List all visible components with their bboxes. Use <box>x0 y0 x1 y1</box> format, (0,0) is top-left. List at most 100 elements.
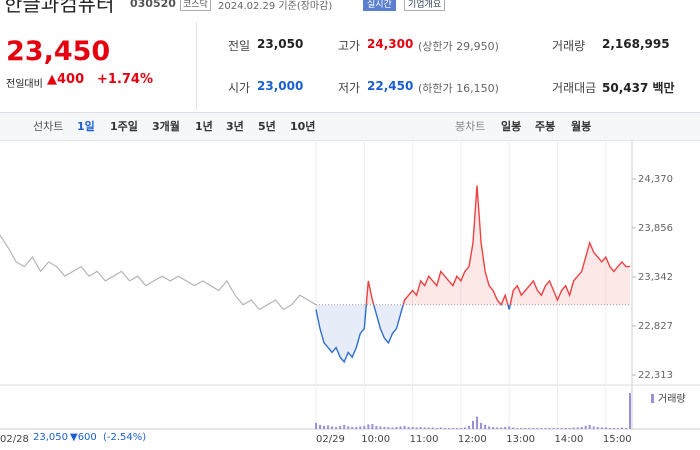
tab-group-label: 봉차트 <box>455 120 486 133</box>
volume-bar <box>552 427 555 429</box>
volume-bar <box>480 422 483 429</box>
volume-bar <box>439 427 442 429</box>
date-note: 2024.02.29 기준(장마감) <box>218 1 333 12</box>
volume-bar <box>359 426 362 429</box>
divider <box>196 22 197 110</box>
volume-bar <box>556 427 559 429</box>
volume-bar <box>315 422 317 429</box>
period-tab[interactable]: 3개월 <box>152 120 180 133</box>
volume-bar <box>612 427 615 429</box>
volume-bar <box>604 427 607 429</box>
candle-tab[interactable]: 일봉 <box>501 120 522 133</box>
volume-bar <box>520 427 523 429</box>
volume-bar <box>516 427 519 429</box>
stat-note: (하한가 16,150) <box>418 82 499 95</box>
volume-bar <box>576 427 579 429</box>
x-tick-label: 02/28 <box>0 434 29 445</box>
volume-bar <box>500 427 503 429</box>
price-change: ▲400 <box>47 72 85 87</box>
volume-bar <box>319 424 322 429</box>
volume-bar <box>443 427 446 429</box>
stat-value: 24,300 <box>367 37 414 51</box>
stat-label: 고가 <box>338 39 361 53</box>
volume-label: 거래량 <box>658 393 686 405</box>
volume-bar <box>323 425 326 429</box>
volume-bar <box>363 425 366 429</box>
stat-value: 23,050 <box>257 37 304 51</box>
volume-bar <box>508 426 511 429</box>
y-tick-label: 23,342 <box>638 272 673 283</box>
volume-bar <box>620 427 623 429</box>
stat-label: 거래량 <box>552 39 586 53</box>
period-tab[interactable]: 1년 <box>195 120 213 133</box>
tab-bar <box>0 112 700 141</box>
volume-bar <box>492 426 495 429</box>
footer-change: ▼600 <box>70 432 97 443</box>
volume-bar <box>347 426 350 429</box>
volume-bar <box>596 426 599 429</box>
footer-change-pct: (-2.54%) <box>103 432 147 443</box>
volume-bar <box>544 427 547 429</box>
volume-bar <box>423 427 426 429</box>
volume-bar <box>339 425 342 429</box>
y-tick-label: 24,370 <box>638 174 673 185</box>
area-down <box>316 304 630 362</box>
company-info-button[interactable]: 기업개요 <box>404 0 446 11</box>
volume-bar <box>403 425 406 429</box>
candle-tab[interactable]: 주봉 <box>535 120 556 133</box>
volume-bar <box>383 426 386 429</box>
period-tab[interactable]: 3년 <box>226 120 244 133</box>
volume-bar <box>379 426 382 429</box>
volume-bar <box>548 427 551 429</box>
volume-bar <box>447 427 450 429</box>
y-tick-label: 22,313 <box>638 370 673 381</box>
volume-bar <box>504 426 507 429</box>
volume-bar <box>560 427 563 429</box>
volume-bar <box>467 425 470 429</box>
volume-bar <box>327 425 330 429</box>
candle-tab[interactable]: 월봉 <box>571 120 592 133</box>
volume-bar <box>524 427 527 429</box>
volume-bar <box>540 427 543 429</box>
period-tab[interactable]: 1일 <box>77 120 95 133</box>
prev-day-line <box>0 234 317 311</box>
volume-bar <box>435 427 438 429</box>
volume-bar <box>391 427 394 429</box>
volume-bar <box>608 427 611 429</box>
volume-bar <box>536 427 539 429</box>
volume-bar <box>459 427 462 429</box>
volume-bar <box>588 424 591 429</box>
volume-bar <box>375 425 378 429</box>
stat-value: 2,168,995 <box>602 37 670 51</box>
volume-bar <box>592 426 595 429</box>
x-tick-label: 13:00 <box>506 434 535 445</box>
y-tick-label: 22,827 <box>638 321 673 332</box>
volume-bar <box>568 427 571 429</box>
volume-bar <box>335 426 338 429</box>
area-up <box>366 185 630 305</box>
volume-bar <box>451 427 454 429</box>
volume-bar <box>395 426 398 429</box>
current-price: 23,450 <box>6 36 111 67</box>
stat-label: 시가 <box>228 81 251 95</box>
stat-label: 저가 <box>338 81 361 95</box>
period-tab[interactable]: 5년 <box>258 120 276 133</box>
chart: 24,370 23,856 23,342 22,827 22,313 02/28 02/29… <box>0 140 700 445</box>
volume-bar <box>463 427 466 429</box>
volume-bar <box>472 420 474 429</box>
x-tick-label: 10:00 <box>361 434 390 445</box>
x-tick-label: 02/29 <box>316 434 345 445</box>
period-tab[interactable]: 1주일 <box>110 120 138 133</box>
volume-bar <box>387 426 390 429</box>
stat-label: 거래대금 <box>552 81 597 95</box>
volume-bar <box>351 426 354 429</box>
volume-bar <box>371 423 374 429</box>
volume-bar <box>532 427 535 429</box>
y-tick-label: 23,856 <box>638 223 673 234</box>
realtime-button[interactable]: 실시간 <box>363 0 396 11</box>
period-tab[interactable]: 10년 <box>290 120 316 133</box>
volume-bar <box>476 416 479 429</box>
stat-value: 50,437 백만 <box>602 81 675 95</box>
change-label: 전일대비 <box>6 79 43 90</box>
